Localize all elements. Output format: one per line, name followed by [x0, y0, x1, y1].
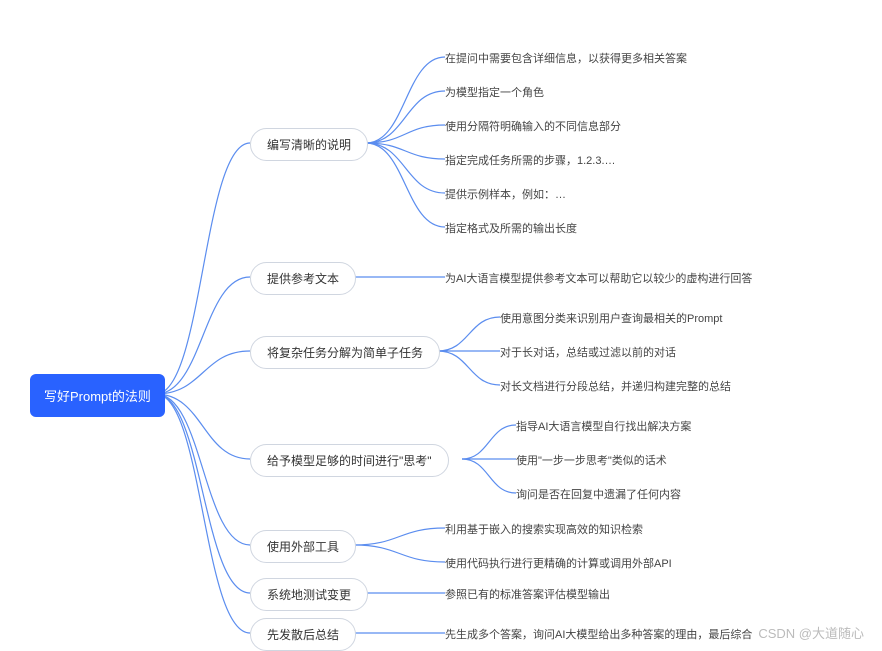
connectors-svg	[0, 0, 882, 650]
leaf-node: 询问是否在回复中遗漏了任何内容	[516, 486, 681, 502]
leaf-node: 使用"一步一步思考"类似的话术	[516, 452, 667, 468]
branch-node: 先发散后总结	[250, 618, 356, 651]
leaf-node: 指导AI大语言模型自行找出解决方案	[516, 418, 691, 434]
branch-node: 将复杂任务分解为简单子任务	[250, 336, 440, 369]
branch-node: 使用外部工具	[250, 530, 356, 563]
watermark: CSDN @大道随心	[758, 623, 864, 642]
leaf-node: 利用基于嵌入的搜索实现高效的知识检索	[445, 521, 643, 537]
leaf-node: 使用意图分类来识别用户查询最相关的Prompt	[500, 310, 722, 326]
leaf-node: 提供示例样本，例如：…	[445, 186, 566, 202]
branch-node: 给予模型足够的时间进行"思考"	[250, 444, 449, 477]
leaf-node: 对于长对话，总结或过滤以前的对话	[500, 344, 676, 360]
leaf-node: 为模型指定一个角色	[445, 84, 544, 100]
leaf-node: 在提问中需要包含详细信息，以获得更多相关答案	[445, 50, 687, 66]
leaf-node: 为AI大语言模型提供参考文本可以帮助它以较少的虚构进行回答	[445, 270, 752, 286]
root-node: 写好Prompt的法则	[30, 374, 165, 417]
branch-node: 提供参考文本	[250, 262, 356, 295]
leaf-node: 参照已有的标准答案评估模型输出	[445, 586, 610, 602]
leaf-node: 使用分隔符明确输入的不同信息部分	[445, 118, 621, 134]
leaf-node: 指定格式及所需的输出长度	[445, 220, 577, 236]
branch-node: 编写清晰的说明	[250, 128, 368, 161]
leaf-node: 使用代码执行进行更精确的计算或调用外部API	[445, 555, 672, 571]
leaf-node: 指定完成任务所需的步骤，1.2.3.…	[445, 152, 616, 168]
leaf-node: 先生成多个答案，询问AI大模型给出多种答案的理由，最后综合	[445, 626, 752, 642]
branch-node: 系统地测试变更	[250, 578, 368, 611]
leaf-node: 对长文档进行分段总结，并递归构建完整的总结	[500, 378, 731, 394]
